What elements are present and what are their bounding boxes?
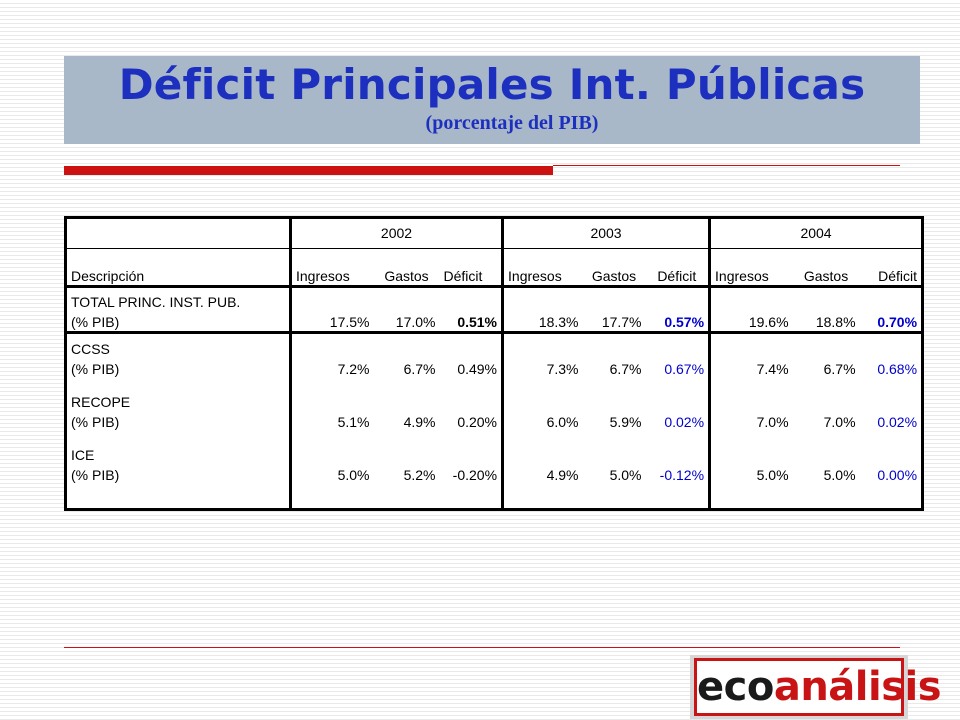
- ecoanalisis-logo: ecoanálisis: [694, 658, 942, 716]
- value-cell: 7.3%: [546, 361, 579, 377]
- deficit-cell: 0.67%: [645, 358, 712, 378]
- row-label: RECOPE: [64, 378, 292, 411]
- year-header: 2003: [502, 216, 712, 249]
- year-header: 2004: [709, 216, 925, 249]
- red-rule-thin: [553, 165, 900, 166]
- row-label-unit: (% PIB): [64, 411, 292, 431]
- table-bottom-cell: [64, 484, 292, 511]
- value-cell: 6.7%: [609, 361, 642, 377]
- deficit-cell: 0.57%: [645, 311, 712, 334]
- value-cell: 5.1%: [337, 414, 370, 430]
- value-cell: 6.0%: [546, 414, 579, 430]
- deficit-cell: 0.00%: [859, 464, 925, 484]
- row-label-unit: (% PIB): [64, 464, 292, 484]
- deficit-cell: 0.02%: [859, 411, 925, 431]
- value-cell: 7.2%: [337, 361, 370, 377]
- logo-text-eco: eco: [697, 664, 774, 710]
- column-header: Gastos: [373, 248, 440, 288]
- value-cell: 6.7%: [823, 361, 856, 377]
- value-cell: 5.0%: [609, 467, 642, 483]
- value-cell: 17.5%: [290, 311, 374, 334]
- deficit-table: 2002 2003 2004 Descripción Ingresos Gast…: [64, 216, 925, 511]
- value-cell: 5.0%: [337, 467, 370, 483]
- column-header: Déficit: [439, 248, 505, 288]
- value-cell: 5.9%: [609, 414, 642, 430]
- row-label: TOTAL PRINC. INST. PUB.: [64, 286, 292, 311]
- deficit-cell: -0.20%: [439, 464, 505, 484]
- logo-text-analisis: análisis: [773, 664, 942, 710]
- year-header: 2002: [290, 216, 505, 249]
- value-cell: 7.0%: [823, 414, 856, 430]
- row-label: ICE: [64, 431, 292, 464]
- value-cell: 19.6%: [709, 311, 793, 334]
- red-rule-thick: [64, 166, 553, 175]
- column-header-descripcion: Descripción: [64, 248, 292, 288]
- value-cell: 5.2%: [403, 467, 436, 483]
- column-header: Ingresos: [290, 248, 374, 288]
- value-cell: 5.0%: [756, 467, 789, 483]
- column-header: Gastos: [792, 248, 860, 288]
- value-cell: 17.7%: [582, 311, 646, 334]
- deficit-cell: 0.68%: [859, 358, 925, 378]
- row-label-unit: (% PIB): [64, 358, 292, 378]
- header-corner: [64, 216, 292, 249]
- value-cell: 18.8%: [792, 311, 860, 334]
- column-header: Déficit: [645, 248, 712, 288]
- value-cell: 7.4%: [756, 361, 789, 377]
- deficit-cell: -0.12%: [645, 464, 712, 484]
- column-header: Déficit: [859, 248, 925, 288]
- column-header: Gastos: [582, 248, 646, 288]
- value-cell: 18.3%: [502, 311, 583, 334]
- value-cell: 7.0%: [756, 414, 789, 430]
- slide-subtitle: (porcentaje del PIB): [425, 112, 599, 134]
- deficit-cell: 0.70%: [859, 311, 925, 334]
- row-label: CCSS: [64, 332, 292, 358]
- deficit-cell: 0.49%: [439, 358, 505, 378]
- title-band: Déficit Principales Int. Públicas (porce…: [64, 56, 920, 144]
- slide-title: Déficit Principales Int. Públicas: [118, 60, 866, 109]
- row-label-unit: (% PIB): [64, 311, 292, 334]
- column-header: Ingresos: [709, 248, 793, 288]
- value-cell: 17.0%: [373, 311, 440, 334]
- column-header: Ingresos: [502, 248, 583, 288]
- red-rule-bottom: [64, 647, 900, 648]
- deficit-cell: 0.20%: [439, 411, 505, 431]
- value-cell: 4.9%: [546, 467, 579, 483]
- logo-text: ecoanálisis: [697, 661, 942, 713]
- value-cell: 5.0%: [823, 467, 856, 483]
- deficit-cell: 0.02%: [645, 411, 712, 431]
- value-cell: 4.9%: [403, 414, 436, 430]
- deficit-cell: 0.51%: [439, 311, 505, 334]
- value-cell: 6.7%: [403, 361, 436, 377]
